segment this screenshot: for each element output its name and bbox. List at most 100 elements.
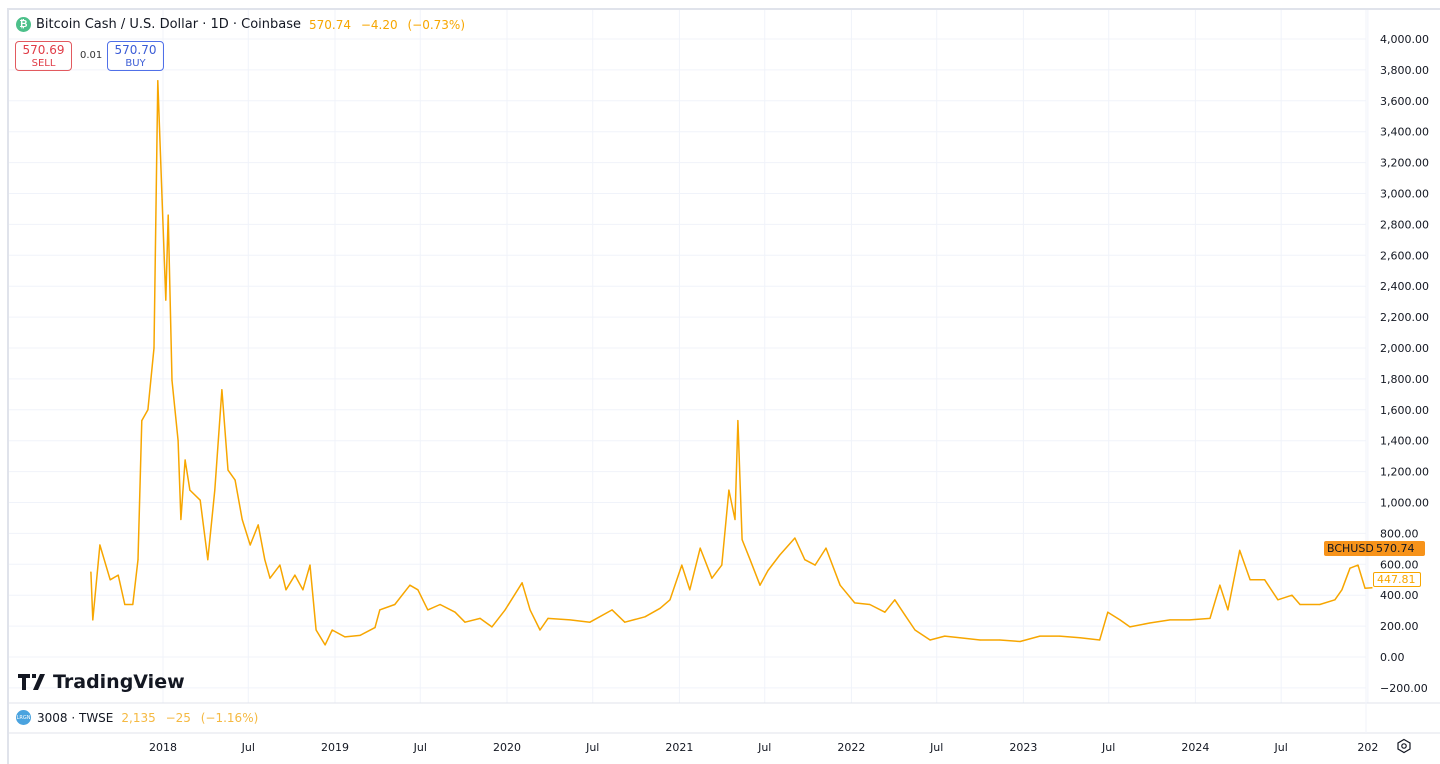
data-point: [161, 199, 163, 201]
x-tick-label: Jul: [929, 741, 943, 754]
y-tick-label: 3,000.00: [1380, 188, 1429, 201]
data-point: [539, 629, 541, 631]
data-point: [189, 489, 191, 491]
sell-label: SELL: [31, 58, 56, 69]
data-point: [124, 603, 126, 606]
data-point: [1349, 567, 1351, 569]
data-point: [569, 619, 571, 621]
x-tick-label: Jul: [757, 741, 771, 754]
data-point: [359, 634, 361, 636]
data-point: [1227, 609, 1229, 611]
data-point: [814, 564, 816, 566]
data-point: [117, 574, 119, 576]
data-point: [749, 559, 751, 561]
data-point: [99, 544, 101, 546]
price-change: −4.20: [360, 17, 398, 32]
data-point: [737, 420, 739, 422]
data-point: [504, 609, 506, 611]
data-point: [199, 499, 201, 501]
data-point: [1299, 603, 1301, 606]
y-tick-label: 2,000.00: [1380, 342, 1429, 355]
data-point: [1341, 589, 1343, 591]
data-point: [374, 627, 376, 629]
settings-icon[interactable]: [1396, 738, 1412, 754]
y-tick-label: 3,600.00: [1380, 95, 1429, 108]
tradingview-logo-icon: [18, 674, 45, 690]
y-tick-label: 1,400.00: [1380, 435, 1429, 448]
compare-change: −25: [165, 710, 191, 725]
y-tick-label: 2,800.00: [1380, 218, 1429, 231]
x-tick-label: 202: [1357, 741, 1378, 754]
x-tick-label: Jul: [1274, 741, 1288, 754]
price-line: [90, 79, 1373, 646]
data-point: [285, 589, 287, 591]
data-point: [427, 609, 429, 611]
y-tick-label: 3,200.00: [1380, 157, 1429, 170]
x-tick-label: 2019: [321, 741, 349, 754]
data-point: [825, 547, 827, 549]
data-point: [165, 299, 167, 301]
data-point: [147, 409, 149, 411]
data-point: [1334, 599, 1336, 601]
data-point: [132, 603, 134, 606]
data-point: [344, 636, 346, 638]
data-point: [1219, 584, 1221, 586]
data-point: [1277, 599, 1279, 601]
data-point: [734, 518, 736, 521]
y-tick-label: 2,200.00: [1380, 311, 1429, 324]
y-tick-label: 0.00: [1380, 651, 1405, 664]
data-point: [659, 607, 661, 609]
y-tick-label: 2,400.00: [1380, 280, 1429, 293]
x-tick-label: Jul: [241, 741, 255, 754]
data-point: [1149, 622, 1151, 624]
symbol-tag: BCHUSD: [1324, 541, 1377, 556]
data-point: [1129, 626, 1131, 628]
buy-button[interactable]: 570.70 BUY: [107, 41, 164, 71]
y-tick-label: 1,200.00: [1380, 466, 1429, 479]
data-point: [721, 564, 723, 566]
data-point: [394, 603, 396, 606]
time-axis[interactable]: 2018 Jul 2019 Jul 2020 Jul 2021 Jul 2022 Jul 2023 J…: [149, 741, 1378, 754]
data-point: [153, 347, 155, 349]
compare-symbol-legend[interactable]: LRGN 3008 · TWSE 2,135 −25 (−1.16%): [16, 710, 264, 725]
data-point: [1291, 594, 1293, 596]
symbol-title[interactable]: Bitcoin Cash / U.S. Dollar · 1D · Coinba…: [36, 17, 302, 32]
secondary-price-tag: 447.81: [1373, 572, 1421, 587]
data-point: [171, 379, 173, 382]
data-point: [279, 564, 281, 566]
tradingview-logo[interactable]: TradingView: [18, 671, 185, 693]
data-point: [644, 616, 646, 618]
data-point: [1364, 587, 1366, 589]
data-point: [324, 644, 326, 646]
data-point: [689, 589, 691, 591]
data-point: [479, 617, 481, 619]
data-point: [1107, 611, 1109, 613]
data-point: [234, 479, 236, 481]
sell-price: 570.69: [22, 43, 65, 57]
data-point: [589, 621, 591, 623]
data-point: [869, 603, 871, 606]
data-point: [999, 639, 1001, 641]
data-point: [417, 589, 419, 591]
data-point: [157, 80, 159, 82]
data-point: [167, 214, 169, 216]
sell-button[interactable]: 570.69 SELL: [15, 41, 72, 71]
data-point: [854, 602, 856, 604]
data-point: [214, 489, 216, 491]
y-tick-label: 4,000.00: [1380, 33, 1429, 46]
data-point: [249, 544, 251, 546]
data-point: [1039, 635, 1041, 637]
data-points: [90, 80, 1373, 646]
data-point: [90, 571, 92, 573]
price-axis[interactable]: 4,000.00 3,800.00 3,600.00 3,400.00 3,200.00…: [1380, 33, 1429, 695]
last-price: 570.74: [309, 17, 352, 32]
data-point: [137, 559, 139, 561]
data-point: [1249, 579, 1251, 581]
data-point: [1319, 603, 1321, 606]
x-tick-label: Jul: [585, 741, 599, 754]
y-tick-label: 1,800.00: [1380, 373, 1429, 386]
x-tick-label: Jul: [1101, 741, 1115, 754]
data-point: [669, 599, 671, 601]
data-point: [92, 619, 94, 621]
